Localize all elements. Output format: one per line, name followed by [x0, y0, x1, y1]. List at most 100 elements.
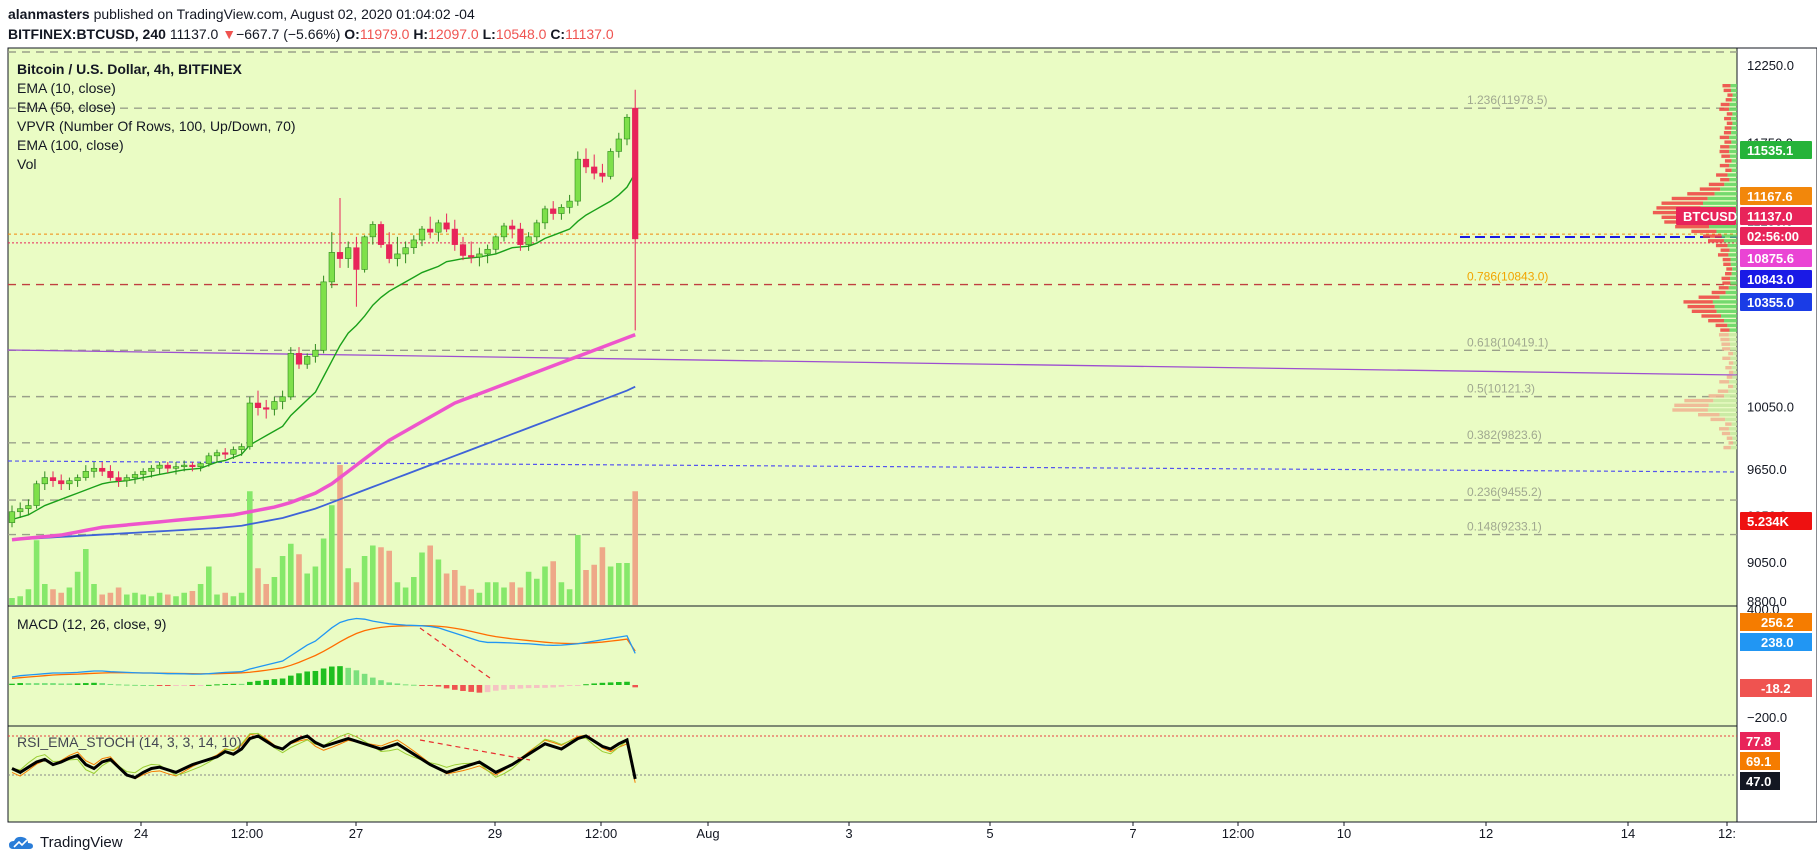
vpvr-row-up: [1713, 399, 1737, 402]
candle-body: [9, 512, 15, 523]
macd-histogram-bar: [468, 685, 474, 692]
vpvr-row-down: [1722, 357, 1730, 360]
vpvr-row-down: [1725, 366, 1731, 369]
vpvr-row-down: [1726, 98, 1732, 101]
macd-histogram-bar: [165, 685, 171, 686]
vpvr-row-up: [1715, 305, 1737, 308]
vpvr-row-up: [1729, 178, 1737, 181]
vpvr-row-down: [1719, 333, 1729, 336]
rsi-legend[interactable]: RSI_EMA_STOCH (14, 3, 3, 14, 10): [17, 734, 242, 750]
candle-body: [198, 464, 204, 467]
legend-title[interactable]: Bitcoin / U.S. Dollar, 4h, BITFINEX: [17, 60, 296, 79]
volume-bar: [509, 582, 515, 605]
volume-bar: [272, 577, 278, 605]
vpvr-row-up: [1732, 159, 1737, 162]
vpvr-row-up: [1729, 145, 1737, 148]
volume-bar: [362, 556, 368, 605]
candle-body: [460, 245, 466, 256]
candle-body: [534, 223, 540, 237]
macd-histogram-bar: [575, 685, 581, 686]
vpvr-row-up: [1724, 319, 1737, 322]
vpvr-row-down: [1722, 281, 1730, 284]
volume-bar: [75, 572, 81, 605]
legend-ema100[interactable]: EMA (100, close): [17, 136, 296, 155]
legend-ema50[interactable]: EMA (50, close): [17, 98, 296, 117]
candle-body: [427, 229, 433, 232]
fib-level-label: 0.618(10419.1): [1467, 335, 1548, 349]
vpvr-row-up: [1724, 239, 1737, 242]
fib-level-label: 1.236(11978.5): [1467, 93, 1548, 107]
candle-body: [395, 254, 401, 259]
volume-bar: [157, 593, 163, 605]
macd-badge-label: -18.2: [1761, 681, 1791, 696]
vpvr-row-up: [1729, 333, 1737, 336]
tradingview-brand[interactable]: TradingView: [40, 834, 123, 851]
macd-histogram-bar: [239, 684, 245, 685]
vpvr-row-up: [1733, 371, 1737, 374]
candle-body: [173, 467, 179, 469]
price-badge-label: 11167.6: [1747, 189, 1793, 204]
vpvr-row-down: [1727, 93, 1732, 96]
volume-bar: [296, 554, 302, 605]
vpvr-row-down: [1729, 371, 1733, 374]
volume-bar: [583, 570, 589, 605]
legend-ema10[interactable]: EMA (10, close): [17, 79, 296, 98]
macd-histogram-bar: [419, 685, 425, 686]
candle-body: [354, 248, 360, 270]
vpvr-row-up: [1729, 427, 1737, 430]
vpvr-row-up: [1733, 441, 1737, 444]
vpvr-row-up: [1703, 202, 1737, 205]
legend-vpvr[interactable]: VPVR (Number Of Rows, 100, Up/Down, 70): [17, 117, 296, 136]
candle-body: [477, 254, 483, 257]
x-tick-label: Aug: [696, 826, 719, 841]
volume-bar: [321, 539, 327, 606]
vpvr-row-up: [1730, 249, 1737, 252]
candle-body: [608, 151, 614, 176]
volume-bar: [140, 595, 146, 606]
candle-body: [50, 478, 56, 481]
vpvr-row-down: [1725, 169, 1731, 172]
vpvr-row-up: [1709, 404, 1737, 407]
macd-histogram-bar: [600, 683, 606, 685]
legend-vol[interactable]: Vol: [17, 155, 296, 174]
macd-histogram-bar: [214, 684, 220, 685]
volume-bar: [460, 586, 466, 605]
vpvr-row-up: [1715, 192, 1737, 195]
volume-bar: [255, 568, 261, 605]
candle-body: [140, 471, 146, 474]
volume-bar: [526, 572, 532, 605]
macd-histogram-bar: [345, 668, 351, 685]
vpvr-row-down: [1720, 328, 1729, 331]
vpvr-row-down: [1718, 390, 1729, 393]
vpvr-row-down: [1721, 249, 1730, 252]
candle-body: [444, 223, 450, 229]
vpvr-row-down: [1720, 145, 1729, 148]
volume-bar: [263, 584, 269, 605]
candle-body: [559, 207, 565, 213]
macd-histogram-bar: [477, 685, 483, 693]
candle-body: [411, 240, 417, 248]
candle-body: [378, 224, 384, 244]
vpvr-row-down: [1725, 422, 1731, 425]
vpvr-row-up: [1728, 390, 1737, 393]
vpvr-row-up: [1732, 272, 1737, 275]
volume-bar: [436, 560, 442, 606]
candle-body: [583, 159, 589, 167]
macd-legend[interactable]: MACD (12, 26, close, 9): [17, 616, 166, 632]
vpvr-row-down: [1692, 310, 1717, 313]
volume-bar: [67, 588, 73, 606]
tradingview-cloud-icon: [8, 835, 34, 851]
vpvr-row-down: [1716, 173, 1728, 176]
rsi-badge-label: 69.1: [1746, 754, 1771, 769]
volume-bar: [83, 549, 89, 605]
macd-histogram-bar: [583, 684, 589, 685]
vpvr-row-down: [1684, 399, 1713, 402]
vpvr-row-down: [1727, 375, 1733, 378]
candle-body: [468, 255, 474, 257]
volume-bar: [198, 584, 204, 605]
vpvr-row-down: [1724, 117, 1731, 120]
candle-body: [26, 506, 32, 509]
price-badge-label: 10875.6: [1747, 251, 1794, 266]
volume-bar: [378, 547, 384, 605]
volume-bar: [91, 584, 97, 605]
